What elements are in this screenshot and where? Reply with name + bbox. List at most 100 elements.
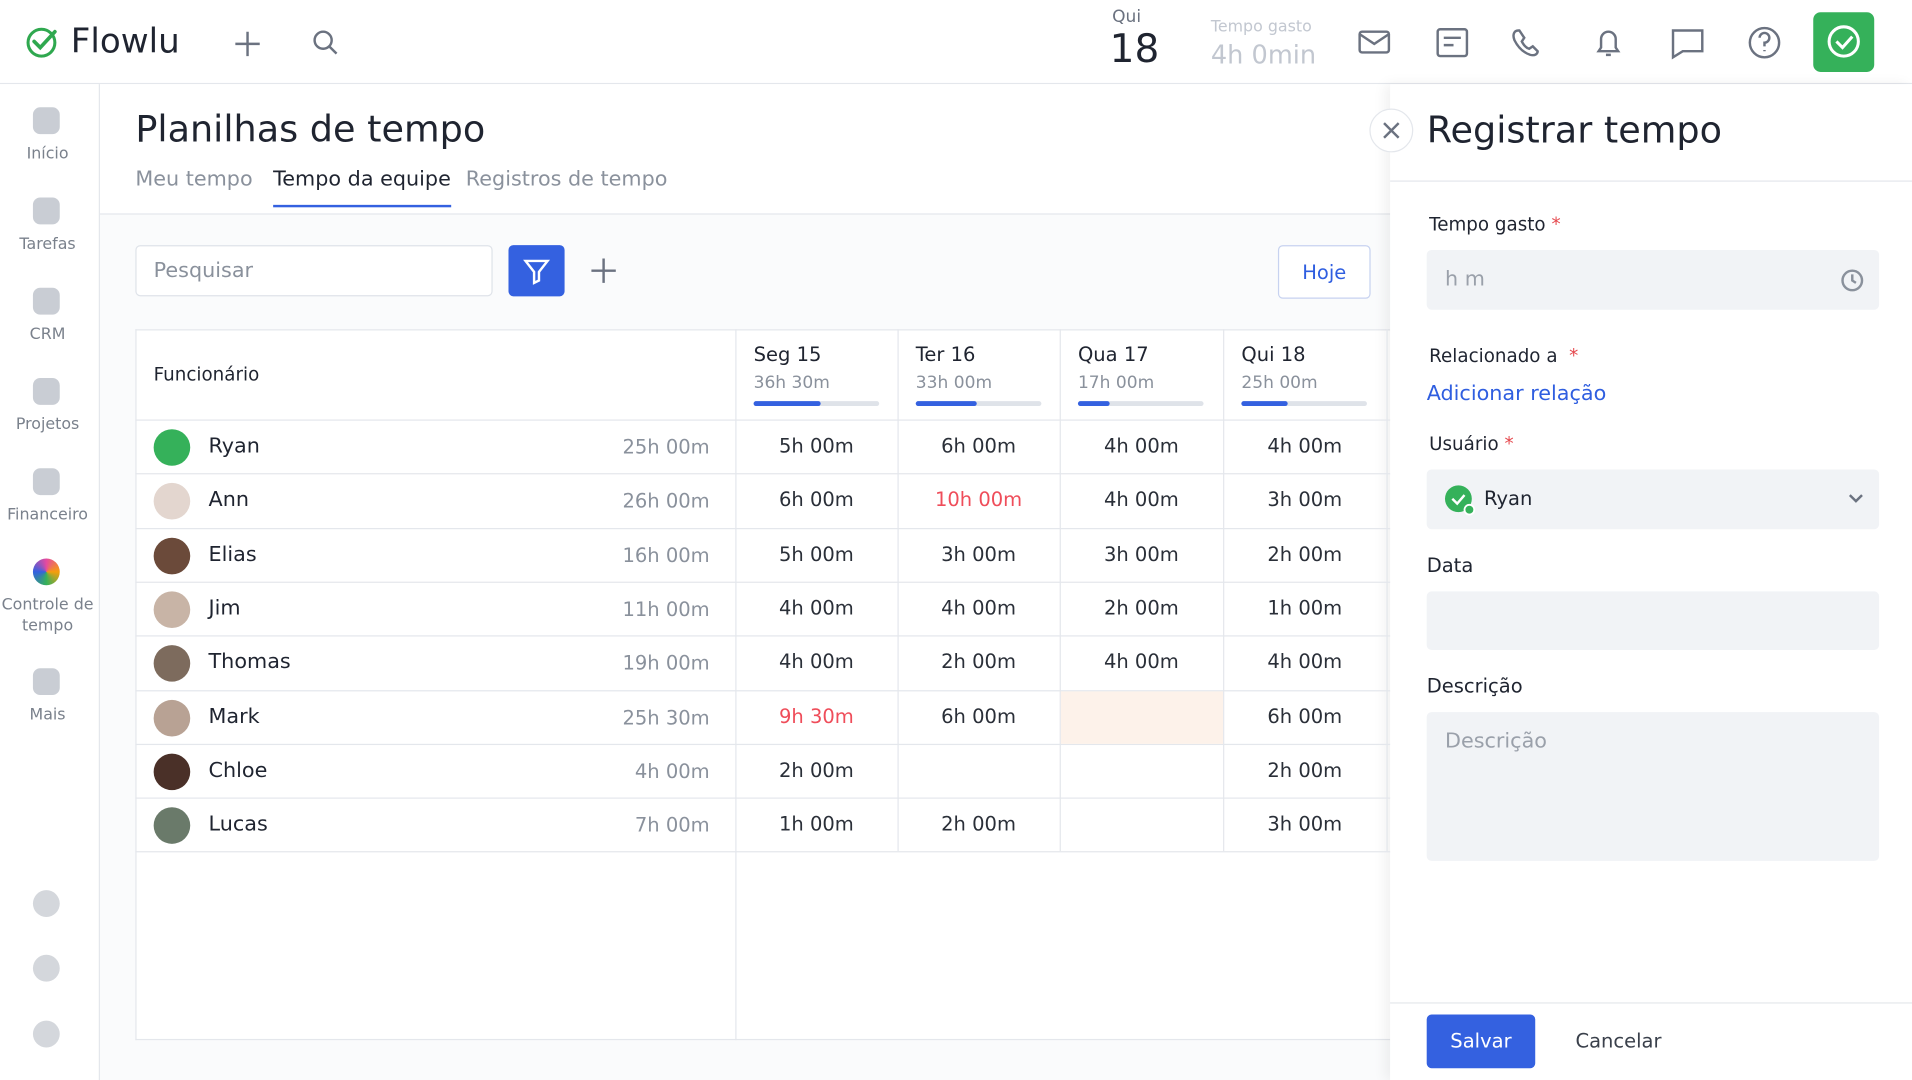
label-text: Tempo gasto <box>1429 213 1546 236</box>
time-cell[interactable]: 3h 00m <box>941 542 1016 566</box>
progress-track <box>915 401 1042 407</box>
avatar <box>153 807 191 844</box>
time-cell[interactable]: 4h 00m <box>1267 650 1343 674</box>
cancel-button[interactable]: Cancelar <box>1575 1029 1662 1053</box>
field-label: Tempo gasto * <box>1429 213 1560 235</box>
nav-label[interactable]: Tarefas <box>19 235 76 254</box>
tab[interactable]: Registros de tempo <box>465 167 668 192</box>
user-select[interactable]: Ryan <box>1426 469 1880 530</box>
time-cell[interactable]: 2h 00m <box>1267 758 1343 782</box>
nav-label[interactable]: Projetos <box>15 415 80 435</box>
time-cell[interactable]: 2h 00m <box>941 812 1016 836</box>
time-cell[interactable]: 4h 00m <box>1103 650 1179 674</box>
nav-label[interactable]: CRM <box>29 325 66 344</box>
employee-name: Jim <box>208 596 241 621</box>
search-button[interactable] <box>311 28 343 60</box>
nav-icon <box>32 378 60 405</box>
time-cell[interactable]: 9h 30m <box>778 704 854 728</box>
related-link[interactable]: Adicionar relação <box>1426 381 1607 407</box>
employee-name: Thomas <box>208 650 291 675</box>
time-cell[interactable]: 6h 00m <box>941 704 1016 728</box>
time-cell[interactable]: 10h 00m <box>934 488 1023 512</box>
grid-line <box>1386 329 1388 852</box>
time-cell[interactable]: 5h 00m <box>778 434 854 458</box>
field-label: Descrição <box>1426 674 1523 698</box>
required-mark: * <box>1551 213 1561 236</box>
search-input[interactable]: Pesquisar <box>135 245 493 297</box>
page-title: Planilhas de tempo <box>135 108 486 152</box>
close-button[interactable] <box>1369 108 1414 153</box>
time-cell[interactable]: 4h 00m <box>1103 488 1179 512</box>
nav-label[interactable]: Mais <box>29 706 66 725</box>
description-input[interactable]: Descrição <box>1426 712 1880 861</box>
nav-icon <box>32 558 60 586</box>
label-text: Usuário <box>1429 432 1499 455</box>
nav-icon <box>32 468 60 496</box>
employee-name: Elias <box>208 542 257 567</box>
time-cell[interactable]: 3h 00m <box>1267 812 1343 836</box>
grid-line <box>135 581 1391 583</box>
time-cell[interactable]: 4h 00m <box>778 650 854 674</box>
time-cell[interactable]: 1h 00m <box>1267 596 1343 620</box>
employee-total: 25h 30m <box>622 705 710 729</box>
employee-total: 11h 00m <box>622 597 710 621</box>
add-button[interactable] <box>232 28 264 60</box>
time-cell[interactable]: 6h 00m <box>1267 704 1343 728</box>
tab[interactable]: Meu tempo <box>135 167 253 192</box>
employee-total: 26h 00m <box>622 489 710 513</box>
time-cell[interactable]: 4h 00m <box>778 596 854 620</box>
day-name: Qui 18 <box>1241 342 1306 366</box>
progress-fill <box>1077 401 1110 407</box>
save-button[interactable]: Salvar <box>1426 1014 1536 1069</box>
nav-label[interactable]: Controle de tempo <box>1 596 94 636</box>
time-cell[interactable]: 3h 00m <box>1103 542 1179 566</box>
employee-name: Ann <box>208 488 249 513</box>
nav-label[interactable]: Início <box>26 145 69 164</box>
time-cell[interactable]: 4h 00m <box>1103 434 1179 458</box>
field-label: Relacionado a * <box>1429 345 1578 367</box>
time-cell[interactable]: 2h 00m <box>1267 542 1343 566</box>
time-cell[interactable]: 6h 00m <box>941 434 1016 458</box>
grid-line <box>1223 329 1225 852</box>
time-cell[interactable]: 2h 00m <box>1103 596 1179 620</box>
add-entry-button[interactable] <box>589 256 618 285</box>
nav-label[interactable]: Financeiro <box>7 506 89 525</box>
grid-line <box>135 797 1391 799</box>
user-button[interactable] <box>1813 12 1875 72</box>
time-cell[interactable]: 2h 00m <box>778 758 854 782</box>
employee-total: 19h 00m <box>622 651 710 675</box>
grid-line <box>135 419 1391 421</box>
time-cell[interactable]: 4h 00m <box>941 596 1016 620</box>
time-cell[interactable]: 1h 00m <box>778 812 854 836</box>
avatar <box>153 537 191 574</box>
progress-track <box>1077 401 1204 407</box>
required-mark: * <box>1569 345 1579 368</box>
employee-name: Lucas <box>208 812 268 837</box>
logo-icon <box>26 27 57 58</box>
time-cell[interactable]: 3h 00m <box>1267 488 1343 512</box>
avatar <box>153 699 191 736</box>
time-cell[interactable]: 4h 00m <box>1267 434 1343 458</box>
grid-line <box>735 329 737 1041</box>
day-name: Ter 16 <box>915 342 976 366</box>
date-input[interactable] <box>1426 591 1880 650</box>
header-icons[interactable] <box>1356 24 1783 61</box>
grid-line <box>1059 329 1061 852</box>
time-value: 4h 0min <box>1210 40 1317 70</box>
grid-line <box>897 329 899 852</box>
time-input[interactable]: h m <box>1426 249 1880 310</box>
today-button[interactable]: Hoje <box>1277 245 1371 299</box>
avatar <box>153 429 191 466</box>
time-cell[interactable]: 2h 00m <box>941 650 1016 674</box>
tab[interactable]: Tempo da equipe <box>273 167 451 208</box>
required-mark: * <box>1504 432 1514 455</box>
filter-button[interactable] <box>508 245 565 297</box>
day-name: Qui <box>1112 7 1142 27</box>
progress-fill <box>753 401 821 407</box>
time-cell[interactable]: 6h 00m <box>778 488 854 512</box>
employee-total: 7h 00m <box>634 813 710 837</box>
user-name: Ryan <box>1484 486 1533 510</box>
time-cell[interactable]: 5h 00m <box>778 542 854 566</box>
avatar <box>153 591 191 628</box>
grid-line <box>135 635 1391 637</box>
